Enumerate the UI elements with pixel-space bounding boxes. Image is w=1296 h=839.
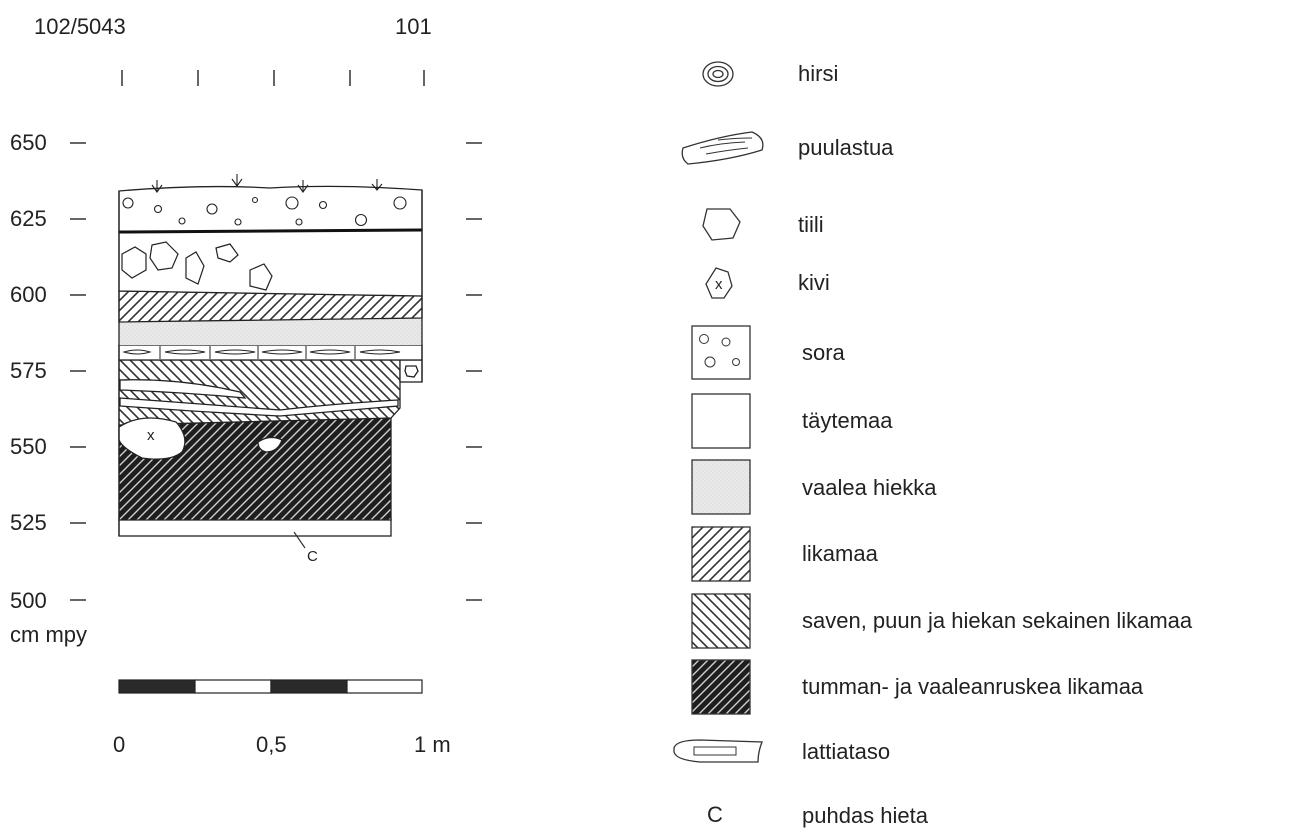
inclusion bbox=[257, 436, 283, 453]
puhdas-hieta-icon: C bbox=[707, 802, 723, 827]
puulastua-icon bbox=[681, 131, 764, 165]
legend-label-puhdas-hieta: puhdas hieta bbox=[802, 803, 929, 828]
y-tick-550: 550 bbox=[10, 434, 47, 459]
y-axis-unit: cm mpy bbox=[10, 622, 87, 647]
y-tick-500: 500 bbox=[10, 588, 47, 613]
legend-label-sora: sora bbox=[802, 340, 846, 365]
scale-label-1m: 1 m bbox=[414, 732, 451, 757]
profile-left-label: 102/5043 bbox=[34, 14, 126, 39]
legend-label-likamaa: likamaa bbox=[802, 541, 879, 566]
taytemaa-icon bbox=[691, 393, 751, 449]
legend-label-taytemaa: täytemaa bbox=[802, 408, 893, 433]
hirsi-icon bbox=[702, 61, 734, 87]
vaalea-hiekka-icon bbox=[691, 459, 751, 515]
c-label: C bbox=[307, 548, 318, 565]
legend-label-kivi: kivi bbox=[798, 270, 830, 295]
wood-strip bbox=[119, 397, 399, 417]
legend-label-tumma-likamaa: tumman- ja vaaleanruskea likamaa bbox=[802, 674, 1144, 699]
tiili-icon bbox=[702, 208, 741, 241]
y-tick-600: 600 bbox=[10, 282, 47, 307]
layer-vaalea-hiekka bbox=[119, 318, 422, 345]
y-tick-525: 525 bbox=[10, 510, 47, 535]
wood-strip bbox=[119, 379, 247, 399]
c-leader-line bbox=[293, 531, 306, 549]
legend-label-sekainen-likamaa: saven, puun ja hiekan sekainen likamaa bbox=[802, 608, 1193, 633]
likamaa-icon bbox=[691, 526, 751, 582]
y-tick-575: 575 bbox=[10, 358, 47, 383]
legend-label-puulastua: puulastua bbox=[798, 135, 894, 160]
stone-marker: x bbox=[147, 427, 155, 444]
y-axis: 650 625 600 575 550 525 500 cm mpy bbox=[10, 130, 482, 647]
top-scale-ticks bbox=[121, 70, 425, 86]
scale-label-half: 0,5 bbox=[256, 732, 287, 757]
kivi-icon-marker: x bbox=[715, 276, 723, 293]
sekainen-likamaa-icon bbox=[691, 593, 751, 649]
scale-label-0: 0 bbox=[113, 732, 125, 757]
y-tick-625: 625 bbox=[10, 206, 47, 231]
layer-puhdas-hieta bbox=[118, 517, 392, 537]
legend-label-vaalea-hiekka: vaalea hiekka bbox=[802, 475, 937, 500]
layer-sora bbox=[118, 185, 423, 233]
y-tick-650: 650 bbox=[10, 130, 47, 155]
legend: hirsi puulastua tiili x kivi sora täytem… bbox=[673, 61, 1193, 828]
legend-label-tiili: tiili bbox=[798, 212, 824, 237]
scale-bar bbox=[118, 679, 423, 694]
kivi-stone bbox=[118, 417, 186, 460]
profile-right-label: 101 bbox=[395, 14, 432, 39]
lattiataso-icon bbox=[673, 739, 763, 763]
sora-icon bbox=[691, 325, 751, 380]
legend-label-lattiataso: lattiataso bbox=[802, 739, 890, 764]
tiili-fragment bbox=[404, 365, 419, 378]
tumma-likamaa-icon bbox=[691, 659, 751, 715]
layer-lattiataso bbox=[118, 344, 423, 361]
soil-profile bbox=[118, 174, 423, 537]
legend-label-hirsi: hirsi bbox=[798, 61, 838, 86]
kivi-icon bbox=[705, 267, 733, 299]
